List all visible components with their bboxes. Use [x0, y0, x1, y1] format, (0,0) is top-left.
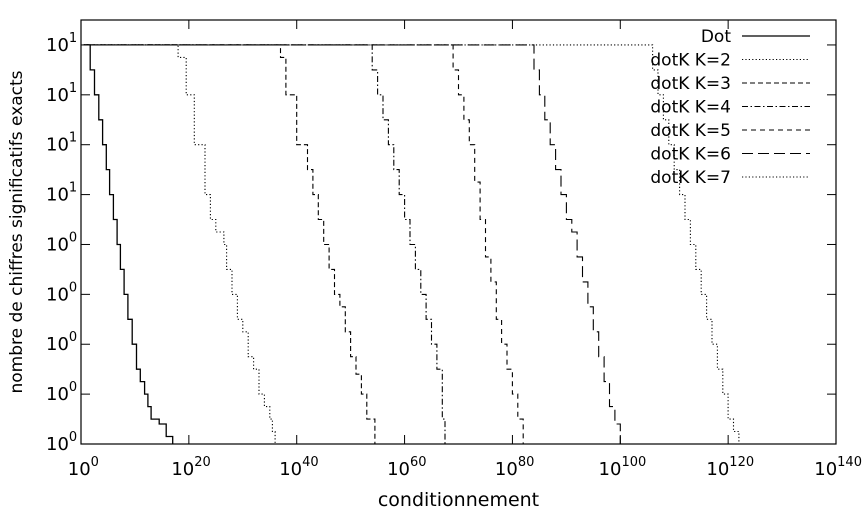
y-tick-label: 100	[46, 280, 77, 305]
series-line-3	[83, 44, 376, 444]
legend: Dot dotK K=2 dotK K=3 dotK K=4 dotK K=5 dotK …	[650, 27, 810, 188]
y-tick-label: 100	[46, 330, 77, 355]
series-line-1	[86, 44, 174, 444]
series-line-4	[83, 44, 446, 444]
legend-label: dotK K=4	[650, 98, 731, 118]
x-tick-label: 1040	[279, 455, 318, 480]
series-line-5	[83, 44, 524, 444]
series-line-2	[83, 44, 276, 444]
x-tick-label: 1020	[171, 455, 210, 480]
x-tick-label: 1060	[387, 455, 426, 480]
x-tick-label: 1080	[495, 455, 534, 480]
y-tick-label: 101	[46, 31, 77, 56]
x-tick-label: 10120	[706, 455, 754, 480]
y-tick-label: 101	[46, 81, 77, 106]
plot-frame-group	[80, 19, 837, 445]
plot-frame	[80, 19, 837, 445]
y-tick-label: 100	[46, 230, 77, 255]
series-line-6	[83, 44, 621, 444]
x-axis-label: conditionnement	[378, 489, 539, 511]
x-tick-label: 10100	[599, 455, 647, 480]
x-tick-label: 10140	[814, 455, 862, 480]
y-tick-label: 100	[46, 380, 77, 405]
legend-label: dotK K=2	[650, 51, 731, 71]
x-tick-label: 100	[68, 455, 99, 480]
legend-label: dotK K=7	[650, 168, 731, 188]
y-tick-label: 101	[46, 181, 77, 206]
legend-label: dotK K=3	[650, 74, 731, 94]
tick-labels-group: 100 1020 1040 1060 1080 10100 10120 10140100100…	[46, 31, 862, 480]
legend-label: Dot	[701, 27, 731, 47]
y-axis-label: nombre de chiffres significatifs exacts	[7, 70, 27, 393]
y-tick-label: 100	[46, 430, 77, 455]
series-group	[83, 44, 740, 444]
legend-label: dotK K=5	[650, 121, 731, 141]
legend-label: dotK K=6	[650, 145, 731, 165]
y-tick-label: 101	[46, 131, 77, 156]
